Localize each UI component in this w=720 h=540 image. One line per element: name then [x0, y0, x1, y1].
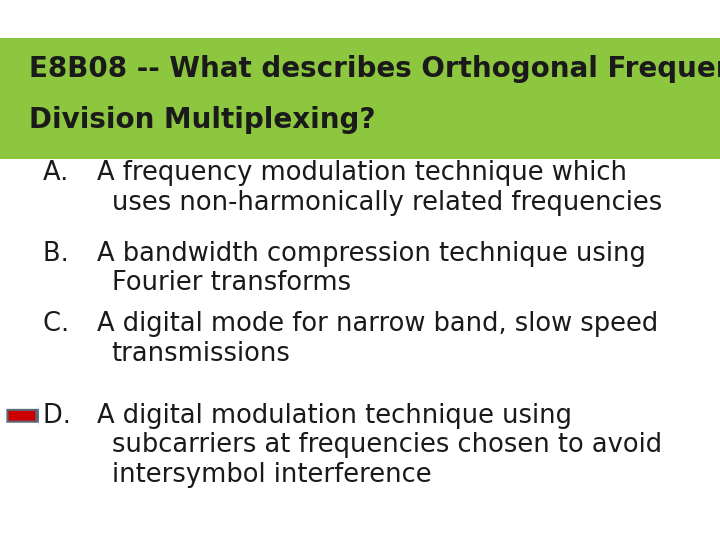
- Text: uses non-harmonically related frequencies: uses non-harmonically related frequencie…: [112, 190, 662, 215]
- Text: transmissions: transmissions: [112, 341, 290, 367]
- Text: C.: C.: [43, 311, 86, 337]
- Text: A frequency modulation technique which: A frequency modulation technique which: [97, 160, 627, 186]
- Text: A digital mode for narrow band, slow speed: A digital mode for narrow band, slow spe…: [97, 311, 659, 337]
- Text: A bandwidth compression technique using: A bandwidth compression technique using: [97, 241, 646, 267]
- Bar: [0, 38, 720, 159]
- Text: A digital modulation technique using: A digital modulation technique using: [97, 403, 572, 429]
- Text: subcarriers at frequencies chosen to avoid: subcarriers at frequencies chosen to avo…: [112, 433, 662, 458]
- Text: D.: D.: [43, 403, 87, 429]
- Text: Fourier transforms: Fourier transforms: [112, 271, 351, 296]
- Text: A.: A.: [43, 160, 85, 186]
- Text: E8B08 -- What describes Orthogonal Frequency: E8B08 -- What describes Orthogonal Frequ…: [29, 55, 720, 83]
- Text: B.: B.: [43, 241, 85, 267]
- Text: intersymbol interference: intersymbol interference: [112, 462, 431, 488]
- Text: Division Multiplexing?: Division Multiplexing?: [29, 106, 375, 134]
